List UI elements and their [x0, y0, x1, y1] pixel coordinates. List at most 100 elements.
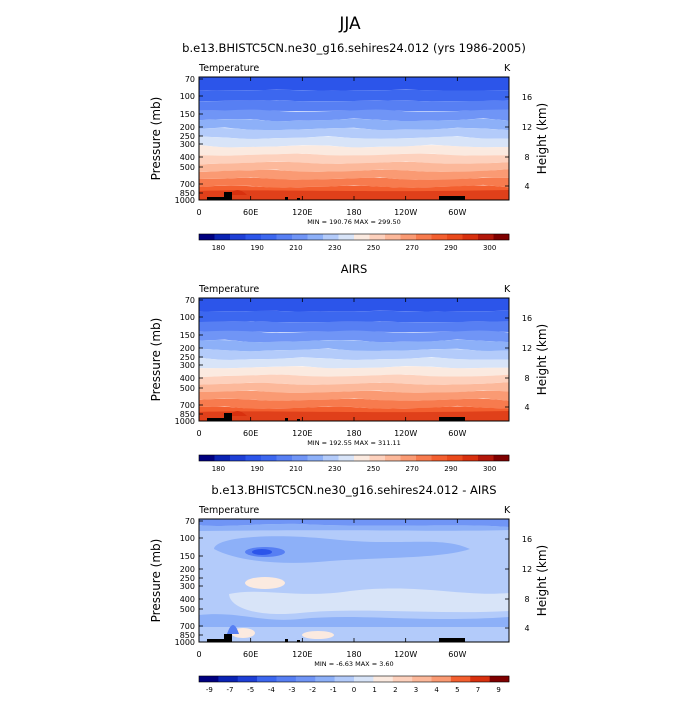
contour-band — [199, 339, 509, 352]
y-tick-label: 500 — [180, 605, 195, 614]
contour-band — [199, 390, 509, 402]
y-tick-label: 300 — [180, 582, 195, 591]
colorbar-swatch — [334, 676, 355, 682]
colorbar-swatch — [354, 676, 374, 682]
units-label: K — [504, 284, 511, 295]
colorbar-label: -5 — [247, 686, 254, 694]
y-tick-label: 200 — [180, 344, 195, 353]
contour-band — [214, 536, 470, 563]
min-max-stats: MIN = 192.55 MAX = 311.11 — [307, 439, 401, 447]
colorbar-swatch — [292, 234, 308, 240]
y-axis-label: Pressure (mb) — [149, 539, 163, 623]
colorbar-label: 230 — [328, 465, 341, 473]
topography-mask — [297, 198, 300, 200]
y2-tick-label: 8 — [524, 374, 529, 383]
y-tick-label: 850 — [180, 631, 195, 640]
colorbar-swatch — [392, 676, 413, 682]
colorbar-swatch — [199, 234, 215, 240]
colorbar-swatch — [257, 676, 277, 682]
colorbar-label: 180 — [212, 465, 225, 473]
colorbar-swatch — [470, 676, 490, 682]
y-tick-label: 300 — [180, 140, 195, 149]
y2-tick-label: 4 — [524, 403, 529, 412]
colorbar-swatch — [373, 676, 394, 682]
x-tick-label: 60E — [243, 650, 258, 659]
colorbar-frame — [198, 233, 510, 241]
topography-mask — [439, 638, 465, 642]
contour-band — [199, 177, 509, 189]
y-tick-label: 100 — [180, 534, 195, 543]
x-tick-label: 0 — [196, 429, 201, 438]
colorbar-swatch — [323, 455, 339, 461]
contour-field — [199, 77, 509, 200]
contour-band — [199, 153, 509, 165]
x-tick-label: 0 — [196, 650, 201, 659]
colorbar-swatch — [323, 234, 339, 240]
y-tick-label: 200 — [180, 123, 195, 132]
y-tick-label: 500 — [180, 384, 195, 393]
colorbar-label: 1 — [372, 686, 376, 694]
colorbar-swatch — [447, 234, 463, 240]
colorbar-swatch — [237, 676, 258, 682]
colorbar-swatch — [276, 455, 293, 461]
x-tick-label: 60E — [243, 429, 258, 438]
y-axis-label: Pressure (mb) — [149, 318, 163, 402]
colorbar-swatch — [385, 455, 401, 461]
colorbar-swatch — [462, 455, 479, 461]
x-tick-label: 60E — [243, 208, 258, 217]
contour-field — [199, 298, 509, 421]
x-tick-label: 120E — [292, 650, 312, 659]
colorbar-label: 270 — [405, 465, 418, 473]
colorbar-swatch — [214, 234, 231, 240]
colorbar-label: 3 — [414, 686, 418, 694]
y2-tick-label: 8 — [524, 595, 529, 604]
colorbar-label: 300 — [483, 465, 496, 473]
topography-mask — [224, 634, 232, 642]
contour-band — [199, 100, 509, 112]
colorbar-swatch — [478, 234, 494, 240]
x-tick-label: 180 — [346, 650, 361, 659]
colorbar-label: -4 — [268, 686, 276, 694]
x-tick-label: 180 — [346, 429, 361, 438]
y-tick-label: 1000 — [175, 638, 195, 647]
topography-mask — [297, 419, 300, 421]
colorbar-swatch — [199, 676, 219, 682]
contour-band — [199, 127, 509, 140]
y-tick-label: 70 — [185, 75, 195, 84]
contour-band — [199, 411, 509, 421]
field-label: Temperature — [198, 505, 259, 516]
colorbar-swatch — [338, 455, 355, 461]
colorbar-label: 0 — [352, 686, 356, 694]
contour-band — [245, 577, 285, 589]
colorbar-swatch — [261, 455, 277, 461]
colorbar-label: 270 — [405, 244, 418, 252]
field-label: Temperature — [198, 284, 259, 295]
y2-tick-label: 16 — [522, 535, 532, 544]
x-tick-label: 120W — [394, 429, 417, 438]
units-label: K — [504, 63, 511, 74]
colorbar-swatch — [493, 455, 510, 461]
topography-mask — [297, 640, 300, 642]
min-max-stats: MIN = -6.63 MAX = 3.60 — [314, 660, 393, 668]
y-tick-label: 150 — [180, 552, 195, 561]
colorbar-swatch — [245, 455, 262, 461]
x-tick-label: 120E — [292, 208, 312, 217]
colorbar-swatch — [307, 234, 324, 240]
y-tick-label: 250 — [180, 353, 195, 362]
colorbar-swatch — [489, 676, 510, 682]
contour-band — [199, 374, 509, 386]
colorbar-label: 5 — [455, 686, 459, 694]
y-tick-label: 700 — [180, 401, 195, 410]
colorbar-swatch — [261, 234, 277, 240]
colorbar-label: 2 — [393, 686, 397, 694]
topography-mask — [224, 413, 232, 421]
colorbar-swatch — [412, 676, 432, 682]
contour-band — [199, 523, 509, 531]
colorbar-label: -1 — [330, 686, 337, 694]
y2-tick-label: 12 — [522, 344, 532, 353]
contour-band — [199, 614, 509, 627]
y-tick-label: 400 — [180, 153, 195, 162]
contour-band — [229, 190, 247, 195]
contour-band — [199, 398, 509, 409]
